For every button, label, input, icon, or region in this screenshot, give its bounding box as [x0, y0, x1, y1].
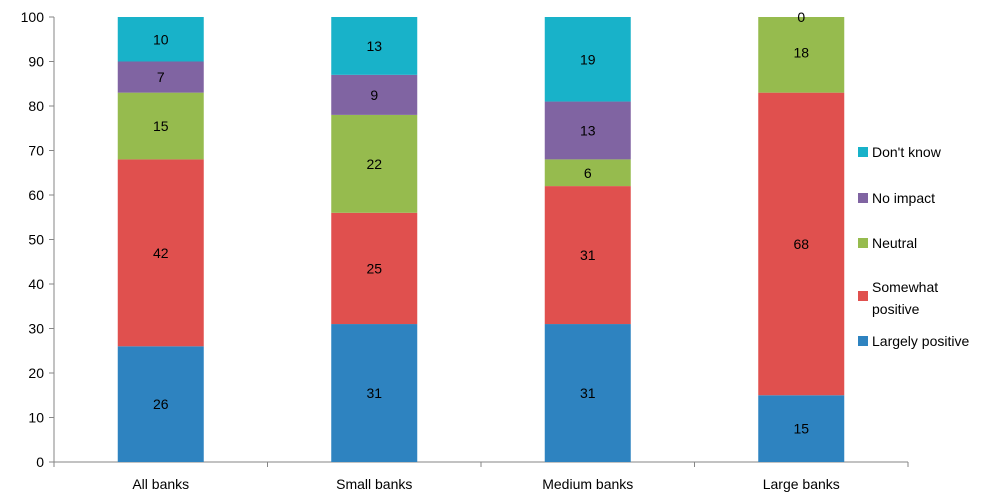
legend-swatch-largely-positive: [858, 336, 868, 346]
bar-segment-somewhat-positive: [117, 159, 204, 347]
data-label: 68: [793, 236, 809, 252]
bar-segment-don-t-know: [331, 17, 418, 75]
legend-label-somewhat-positive: Somewhat positive: [872, 279, 938, 317]
legend-swatch-neutral: [858, 238, 868, 248]
data-label: 31: [580, 385, 596, 401]
y-tick-label: 50: [28, 232, 44, 248]
bar-segment-largely-positive: [758, 395, 845, 462]
bar-segment-somewhat-positive: [331, 212, 418, 325]
bar-segment-don-t-know: [544, 17, 631, 102]
bar-segment-no-impact: [544, 101, 631, 160]
data-label: 13: [580, 122, 596, 138]
data-label: 42: [153, 245, 169, 261]
data-label: 26: [153, 396, 169, 412]
legend: Don't know No impact Neutral Somewhat positi…: [858, 144, 969, 349]
y-tick-label: 90: [28, 54, 44, 70]
data-label: 7: [157, 69, 165, 85]
y-tick-label: 30: [28, 321, 44, 337]
bar-segment-largely-positive: [117, 346, 204, 462]
data-label: 25: [366, 260, 382, 276]
y-tick-label: 60: [28, 187, 44, 203]
bar-segment-largely-positive: [331, 324, 418, 462]
bar-segment-largely-positive: [544, 324, 631, 462]
data-label: 19: [580, 51, 596, 67]
x-category-label: Medium banks: [542, 476, 633, 492]
data-label: 31: [366, 385, 382, 401]
data-label: 10: [153, 31, 169, 47]
bar-segment-no-impact: [331, 74, 418, 115]
y-tick-label: 70: [28, 143, 44, 159]
bar-segment-neutral: [331, 114, 418, 213]
bar-segment-don-t-know: [117, 17, 204, 62]
legend-label-neutral: Neutral: [872, 235, 917, 251]
legend-swatch-no-impact: [858, 193, 868, 203]
y-tick-label: 10: [28, 410, 44, 426]
legend-swatch-don-t-know: [858, 147, 868, 157]
data-label: 31: [580, 247, 596, 263]
bar-segment-no-impact: [117, 61, 204, 93]
x-category-label: Small banks: [336, 476, 412, 492]
x-category-label: All banks: [132, 476, 189, 492]
bar-segment-somewhat-positive: [544, 186, 631, 325]
bar-segment-neutral: [758, 17, 845, 93]
x-category-label: Large banks: [763, 476, 840, 492]
y-tick-label: 40: [28, 276, 44, 292]
y-tick-label: 100: [21, 9, 45, 25]
bar-segment-neutral: [544, 159, 631, 187]
data-label: 6: [584, 165, 592, 181]
data-label: 9: [370, 87, 378, 103]
legend-label-no-impact: No impact: [872, 190, 935, 206]
legend-label-don-t-know: Don't know: [872, 144, 942, 160]
data-label: 15: [153, 118, 169, 134]
y-tick-label: 80: [28, 98, 44, 114]
legend-swatch-somewhat-positive: [858, 291, 868, 301]
bar-segment-somewhat-positive: [758, 92, 845, 396]
y-tick-label: 0: [36, 454, 44, 470]
y-tick-label: 20: [28, 365, 44, 381]
legend-label-largely-positive: Largely positive: [872, 333, 969, 349]
data-label: 15: [793, 421, 809, 437]
data-label: 22: [366, 156, 382, 172]
bar-segment-neutral: [117, 92, 204, 160]
data-label-zero: 0: [797, 9, 805, 25]
data-label: 13: [366, 38, 382, 54]
data-label: 18: [793, 45, 809, 61]
